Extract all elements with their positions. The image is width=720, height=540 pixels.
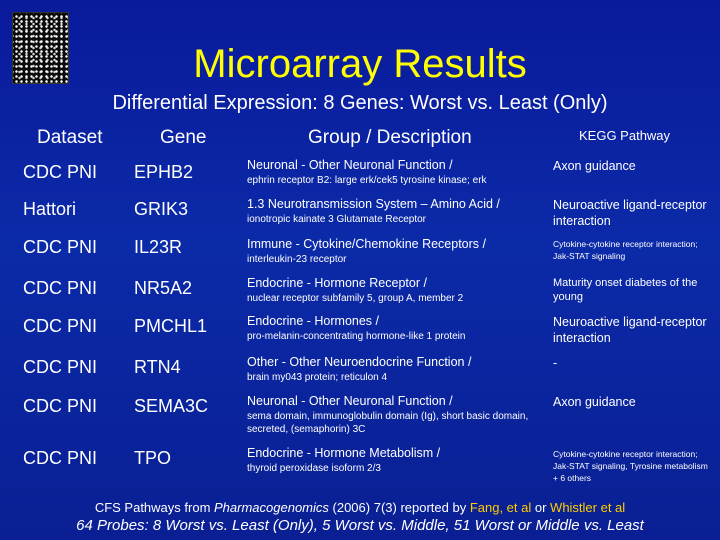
- author-fang-link[interactable]: Fang, et al: [469, 500, 532, 515]
- gene-cell: RTN4: [134, 357, 181, 377]
- gene-cell: NR5A2: [134, 278, 193, 298]
- group-label: Immune - Cytokine/Chemokine Receptors /: [247, 237, 486, 251]
- group-cell: Endocrine - Hormone Metabolism / thyroid…: [247, 446, 547, 475]
- citation-text: or: [531, 500, 551, 515]
- kegg-cell: Maturity onset diabetes of the young: [553, 277, 698, 303]
- header-gene: Gene: [160, 127, 207, 148]
- group-cell: Neuronal - Other Neuronal Function / eph…: [247, 158, 547, 187]
- dataset-cell: CDC PNI: [23, 357, 98, 377]
- dataset-cell: CDC PNI: [23, 278, 98, 298]
- description-label: pro-melanin-concentrating hormone-like 1…: [247, 331, 466, 342]
- group-cell: Endocrine - Hormones / pro-melanin-conce…: [247, 314, 547, 343]
- dataset-cell: CDC PNI: [23, 396, 98, 416]
- group-cell: Immune - Cytokine/Chemokine Receptors / …: [247, 237, 547, 266]
- source-citation: CFS Pathways from Pharmacogenomics (2006…: [0, 500, 720, 515]
- dataset-cell: CDC PNI: [23, 316, 98, 336]
- dataset-cell: Hattori: [23, 199, 77, 219]
- header-kegg: KEGG Pathway: [579, 128, 671, 143]
- description-label: ephrin receptor B2: large erk/cek5 tyros…: [247, 175, 487, 186]
- header-group: Group / Description: [308, 127, 472, 148]
- group-label: Neuronal - Other Neuronal Function /: [247, 158, 453, 172]
- kegg-cell: Axon guidance: [553, 395, 636, 409]
- dataset-cell: CDC PNI: [23, 448, 98, 468]
- slide-title: Microarray Results: [193, 42, 527, 86]
- gene-cell: PMCHL1: [134, 316, 208, 336]
- citation-text: (2006) 7(3) reported by: [328, 500, 470, 515]
- gene-cell: TPO: [134, 448, 172, 468]
- header-dataset: Dataset: [37, 127, 103, 148]
- group-label: 1.3 Neurotransmission System – Amino Aci…: [247, 197, 500, 211]
- gene-cell: GRIK3: [134, 199, 189, 219]
- description-label: sema domain, immunoglobulin domain (Ig),…: [247, 411, 529, 435]
- kegg-cell: Neuroactive ligand-receptor interaction: [553, 198, 707, 228]
- slide-subtitle: Differential Expression: 8 Genes: Worst …: [112, 92, 608, 114]
- group-label: Endocrine - Hormone Receptor /: [247, 276, 427, 290]
- gene-cell: EPHB2: [134, 162, 194, 182]
- dataset-cell: CDC PNI: [23, 237, 98, 257]
- group-label: Neuronal - Other Neuronal Function /: [247, 394, 453, 408]
- microarray-image: [12, 12, 69, 84]
- description-label: ionotropic kainate 3 Glutamate Receptor: [247, 214, 426, 225]
- gene-cell: SEMA3C: [134, 396, 209, 416]
- group-cell: Neuronal - Other Neuronal Function / sem…: [247, 394, 537, 436]
- dataset-cell: CDC PNI: [23, 162, 98, 182]
- group-cell: Endocrine - Hormone Receptor / nuclear r…: [247, 276, 547, 305]
- description-label: thyroid peroxidase isoform 2/3: [247, 463, 381, 474]
- kegg-cell: Neuroactive ligand-receptor interaction: [553, 315, 707, 345]
- author-whistler-link[interactable]: Whistler et al: [550, 500, 626, 515]
- kegg-cell: Cytokine-cytokine receptor interaction; …: [553, 449, 708, 483]
- citation-text: CFS Pathways from: [94, 500, 215, 515]
- journal-name: Pharmacogenomics: [214, 500, 329, 515]
- group-label: Endocrine - Hormones /: [247, 314, 380, 328]
- group-label: Other - Other Neuroendocrine Function /: [247, 355, 472, 369]
- description-label: interleukin-23 receptor: [247, 254, 347, 265]
- group-cell: Other - Other Neuroendocrine Function / …: [247, 355, 547, 384]
- probe-summary: 64 Probes: 8 Worst vs. Least (Only), 5 W…: [76, 517, 644, 534]
- description-label: nuclear receptor subfamily 5, group A, m…: [247, 293, 464, 304]
- group-label: Endocrine - Hormone Metabolism /: [247, 446, 441, 460]
- description-label: brain my043 protein; reticulon 4: [247, 372, 388, 383]
- kegg-cell: Cytokine-cytokine receptor interaction; …: [553, 239, 698, 261]
- group-cell: 1.3 Neurotransmission System – Amino Aci…: [247, 197, 547, 226]
- gene-cell: IL23R: [134, 237, 183, 257]
- kegg-cell: -: [553, 356, 558, 370]
- kegg-cell: Axon guidance: [553, 159, 636, 173]
